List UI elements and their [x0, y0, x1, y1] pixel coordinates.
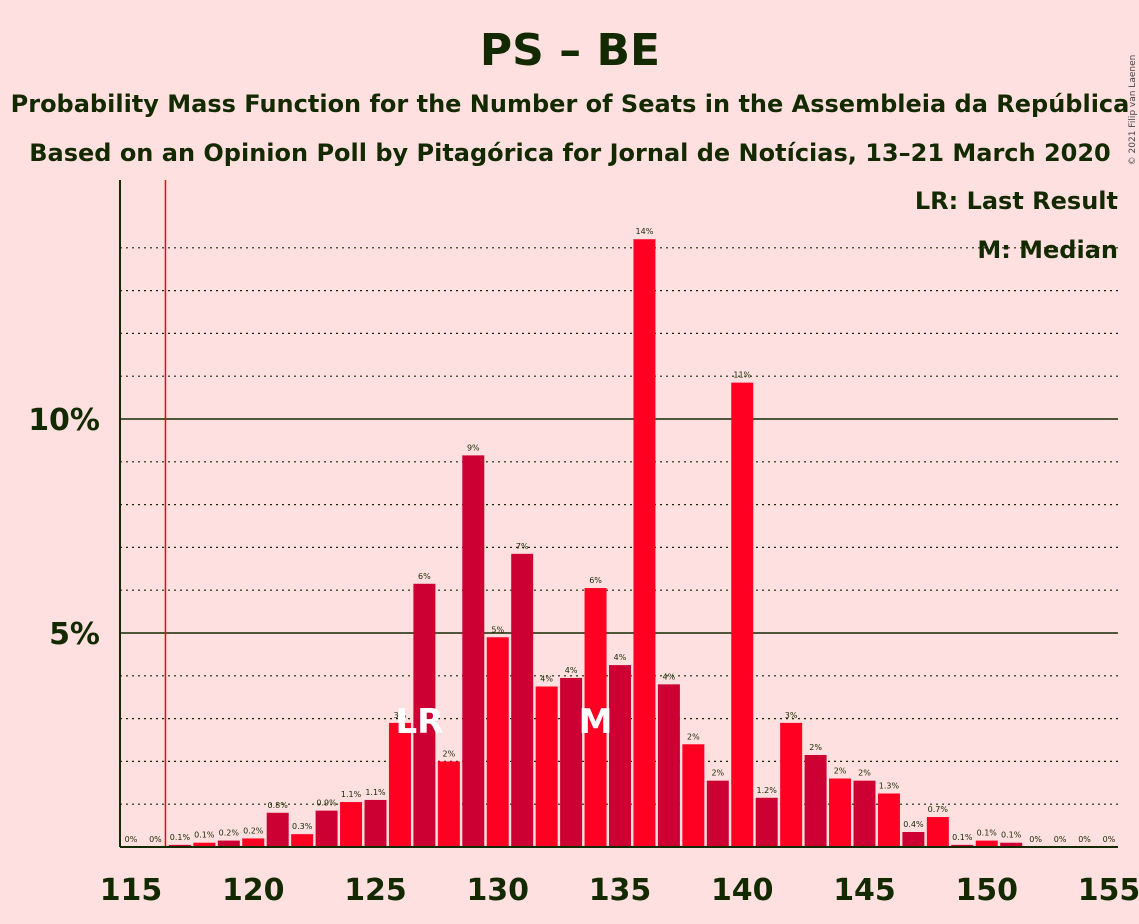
x-tick-label-145: 145: [833, 873, 896, 908]
bar-129: [462, 455, 485, 847]
bar-124: [340, 802, 363, 847]
data-label-120: 0.2%: [243, 826, 264, 835]
y-tick-label-5: 5%: [49, 617, 100, 652]
data-label-150: 0.1%: [977, 829, 998, 838]
data-label-139: 2%: [711, 769, 724, 778]
data-label-151: 0.1%: [1001, 831, 1022, 840]
bar-141: [755, 797, 778, 847]
data-label-144: 2%: [834, 767, 847, 776]
data-label-145: 2%: [858, 769, 871, 778]
bar-132: [535, 686, 558, 847]
data-label-155: 0%: [1103, 835, 1116, 844]
data-label-147: 0.4%: [903, 820, 924, 829]
data-label-137: 4%: [663, 672, 676, 681]
data-label-154: 0%: [1078, 835, 1091, 844]
bar-151: [1000, 842, 1023, 847]
data-label-126: 3%: [394, 711, 407, 720]
bar-128: [437, 761, 460, 847]
data-label-133: 4%: [565, 666, 578, 675]
bar-142: [780, 722, 803, 847]
bar-131: [511, 553, 534, 847]
bar-119: [217, 840, 240, 847]
bar-127: [413, 583, 436, 847]
data-label-143: 2%: [809, 743, 822, 752]
data-label-123: 0.9%: [316, 799, 337, 808]
bar-118: [193, 842, 216, 847]
bar-125: [364, 799, 387, 847]
bar-133: [560, 677, 583, 847]
chart-subtitle-2: Based on an Opinion Poll by Pitagórica f…: [29, 139, 1111, 167]
bar-149: [951, 844, 974, 847]
bar-137: [657, 684, 680, 847]
bar-144: [829, 778, 852, 847]
x-tick-label-115: 115: [100, 873, 163, 908]
bar-145: [853, 780, 876, 847]
x-tick-label-130: 130: [466, 873, 529, 908]
x-tick-label-135: 135: [589, 873, 652, 908]
bar-139: [706, 780, 729, 847]
bar-121: [266, 812, 289, 847]
copyright-text: © 2021 Filip van Laenen: [1128, 55, 1138, 166]
data-label-115: 0%: [125, 835, 138, 844]
bar-134: [584, 588, 607, 847]
last-result-marker: LR: [395, 702, 443, 742]
legend-last-result: LR: Last Result: [915, 187, 1118, 215]
data-label-132: 4%: [540, 675, 553, 684]
bars: [164, 180, 1023, 848]
bar-143: [804, 754, 827, 847]
x-tick-label-155: 155: [1078, 873, 1139, 908]
data-label-140: 11%: [733, 371, 751, 380]
data-label-131: 7%: [516, 542, 529, 551]
data-labels: 0% 0% 0.1% 0.1% 0.2% 0.2%0.8%0.3%0.9%1.1% 1.1%…: [125, 227, 1116, 844]
bar-138: [682, 744, 705, 847]
data-label-148: 0.7%: [928, 805, 949, 814]
data-label-141: 1.2%: [757, 786, 778, 795]
bar-126: [388, 722, 411, 847]
y-tick-label-10: 10%: [28, 403, 100, 438]
data-label-135: 4%: [614, 653, 627, 662]
bar-117: [168, 844, 191, 847]
median-marker: M: [579, 702, 613, 742]
data-label-116: 0%: [149, 835, 162, 844]
data-label-118: 0.1%: [194, 831, 215, 840]
bar-148: [926, 817, 949, 847]
data-label-119: 0.2%: [219, 829, 240, 838]
bar-146: [877, 793, 900, 847]
chart-title: PS – BE: [480, 25, 660, 76]
data-label-146: 1.3%: [879, 782, 900, 791]
axes: 115 120 125 130 135 140 145 150 155 5% 10%: [28, 180, 1139, 908]
x-tick-label-125: 125: [344, 873, 407, 908]
bar-122: [291, 834, 314, 847]
bar-123: [315, 810, 338, 847]
data-label-149: 0.1%: [952, 833, 973, 842]
bar-136: [633, 239, 656, 848]
data-label-142: 3%: [785, 711, 798, 720]
data-label-129: 9%: [467, 443, 480, 452]
data-label-125: 1.1%: [365, 788, 386, 797]
x-tick-label-150: 150: [955, 873, 1018, 908]
legend-median: M: Median: [977, 236, 1118, 264]
data-label-122: 0.3%: [292, 822, 313, 831]
data-label-152: 0%: [1029, 835, 1042, 844]
data-label-138: 2%: [687, 732, 700, 741]
data-label-127: 6%: [418, 572, 431, 581]
data-label-121: 0.8%: [268, 801, 289, 810]
data-label-136: 14%: [636, 227, 654, 236]
x-tick-label-120: 120: [222, 873, 285, 908]
data-label-153: 0%: [1054, 835, 1067, 844]
bar-120: [242, 838, 265, 847]
x-tick-label-140: 140: [711, 873, 774, 908]
bar-147: [902, 832, 925, 847]
bar-150: [975, 840, 998, 847]
data-label-117: 0.1%: [170, 833, 191, 842]
data-label-130: 5%: [491, 625, 504, 634]
chart-subtitle-1: Probability Mass Function for the Number…: [11, 90, 1130, 118]
bar-130: [486, 637, 509, 847]
data-label-128: 2%: [442, 749, 455, 758]
data-label-124: 1.1%: [341, 790, 362, 799]
bar-140: [731, 382, 754, 847]
data-label-134: 6%: [589, 576, 602, 585]
bar-135: [609, 665, 631, 847]
